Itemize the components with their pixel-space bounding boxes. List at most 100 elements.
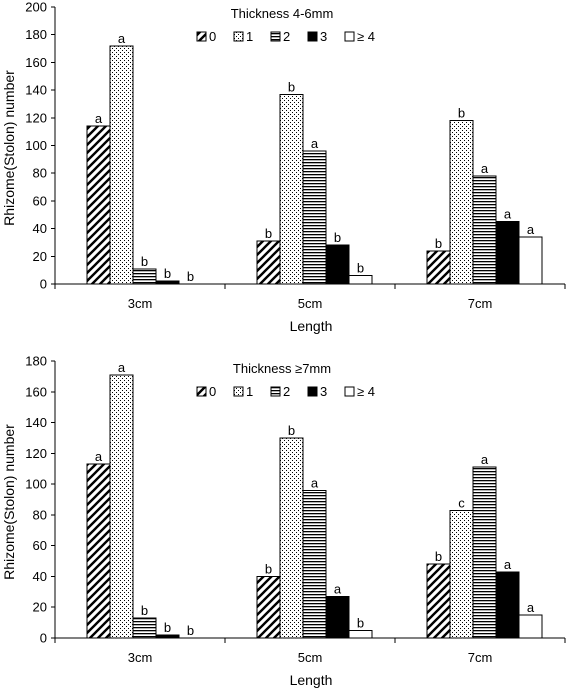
- legend-swatch: [307, 386, 318, 397]
- y-tick-label: 20: [33, 600, 47, 615]
- significance-label: a: [311, 475, 319, 490]
- bar-series-4-7cm: [518, 614, 543, 639]
- y-tick-label: 140: [25, 415, 47, 430]
- bar-series-4-5cm: [348, 629, 373, 639]
- bar-series-3-3cm: [155, 280, 180, 285]
- significance-label: b: [265, 561, 272, 576]
- y-tick-label: 40: [33, 569, 47, 584]
- y-tick-label: 60: [33, 193, 47, 208]
- legend: 0 1 2 3 ≥ 4: [196, 29, 375, 44]
- bar-series-2-7cm: [472, 466, 497, 639]
- significance-label: b: [435, 236, 442, 251]
- legend-swatch: [233, 31, 244, 42]
- significance-label: b: [187, 269, 194, 284]
- legend: 0 1 2 3 ≥ 4: [196, 384, 375, 399]
- y-tick-label: 160: [25, 55, 47, 70]
- significance-label: a: [95, 449, 103, 464]
- y-tick-label: 120: [25, 446, 47, 461]
- x-tick-label: 5cm: [298, 296, 323, 311]
- bar-series-1-5cm: [279, 93, 304, 285]
- significance-label: a: [527, 222, 535, 237]
- chart-panel-thickness-7mm: Thickness ≥7mm Rhizome(Stolon) number Le…: [1, 354, 566, 688]
- bar-series-0-7cm: [426, 250, 451, 285]
- y-tick-label: 200: [25, 0, 47, 15]
- legend-label: 1: [246, 384, 253, 399]
- bar-series-0-5cm: [256, 575, 281, 639]
- y-tick-label: 80: [33, 166, 47, 181]
- legend-label: ≥ 4: [357, 384, 375, 399]
- legend-label: 3: [320, 384, 327, 399]
- bar-series-3-7cm: [495, 571, 520, 639]
- y-tick-label: 60: [33, 538, 47, 553]
- significance-label: b: [334, 230, 341, 245]
- y-tick-label: 180: [25, 27, 47, 42]
- y-tick-label: 180: [25, 354, 47, 369]
- y-tick-label: 140: [25, 83, 47, 98]
- legend-label: 2: [283, 384, 290, 399]
- bar-series-1-7cm: [449, 120, 474, 285]
- legend-label: 1: [246, 29, 253, 44]
- bars: a b b a b c b a a b a a b b a: [86, 360, 543, 639]
- legend-swatch: [233, 386, 244, 397]
- bar-series-1-3cm: [109, 45, 134, 285]
- bar-series-2-3cm: [132, 617, 157, 639]
- bar-series-3-3cm: [155, 634, 180, 639]
- significance-label: a: [311, 136, 319, 151]
- legend-swatch: [270, 31, 281, 42]
- significance-label: b: [141, 254, 148, 269]
- bar-series-1-3cm: [109, 374, 134, 639]
- x-tick-label: 3cm: [128, 296, 153, 311]
- significance-label: b: [288, 79, 295, 94]
- significance-label: a: [118, 360, 126, 375]
- significance-label: a: [504, 557, 512, 572]
- bar-series-2-5cm: [302, 489, 327, 639]
- y-tick-label: 100: [25, 477, 47, 492]
- significance-label: b: [141, 603, 148, 618]
- significance-label: a: [334, 581, 342, 596]
- x-axis-label: Length: [290, 672, 333, 688]
- bar-series-2-5cm: [302, 150, 327, 285]
- legend-label: 3: [320, 29, 327, 44]
- bar-series-0-3cm: [86, 463, 111, 639]
- y-tick-label: 0: [40, 277, 47, 292]
- significance-label: a: [481, 161, 489, 176]
- significance-label: a: [527, 600, 535, 615]
- y-tick-label: 0: [40, 631, 47, 646]
- y-axis-label: Rhizome(Stolon) number: [1, 424, 17, 580]
- y-tick-label: 100: [25, 138, 47, 153]
- bar-series-1-5cm: [279, 437, 304, 639]
- y-axis-label: Rhizome(Stolon) number: [1, 70, 17, 226]
- bar-series-3-5cm: [325, 595, 350, 639]
- bar-series-4-7cm: [518, 236, 543, 285]
- significance-label: a: [118, 31, 126, 46]
- significance-label: b: [164, 620, 171, 635]
- bar-series-3-7cm: [495, 221, 520, 285]
- significance-label: b: [357, 615, 364, 630]
- significance-label: a: [95, 111, 103, 126]
- legend-label: 2: [283, 29, 290, 44]
- significance-label: b: [164, 266, 171, 281]
- y-tick-label: 120: [25, 110, 47, 125]
- x-tick-label: 3cm: [128, 650, 153, 665]
- y-tick-label: 20: [33, 249, 47, 264]
- bar-series-2-3cm: [132, 268, 157, 285]
- bar-series-0-5cm: [256, 240, 281, 285]
- legend-swatch: [270, 386, 281, 397]
- chart-title: Thickness 4-6mm: [231, 6, 334, 21]
- significance-label: c: [458, 495, 465, 510]
- y-tick-label: 40: [33, 221, 47, 236]
- x-axis-label: Length: [290, 318, 333, 334]
- x-tick-label: 5cm: [298, 650, 323, 665]
- y-tick-label: 160: [25, 384, 47, 399]
- y-tick-label: 80: [33, 507, 47, 522]
- bar-series-0-7cm: [426, 563, 451, 639]
- significance-label: b: [458, 106, 465, 121]
- significance-label: b: [288, 423, 295, 438]
- x-tick-label: 7cm: [468, 296, 493, 311]
- legend-swatch: [344, 386, 355, 397]
- significance-label: b: [357, 261, 364, 276]
- bar-series-0-3cm: [86, 125, 111, 285]
- legend-swatch: [196, 31, 207, 42]
